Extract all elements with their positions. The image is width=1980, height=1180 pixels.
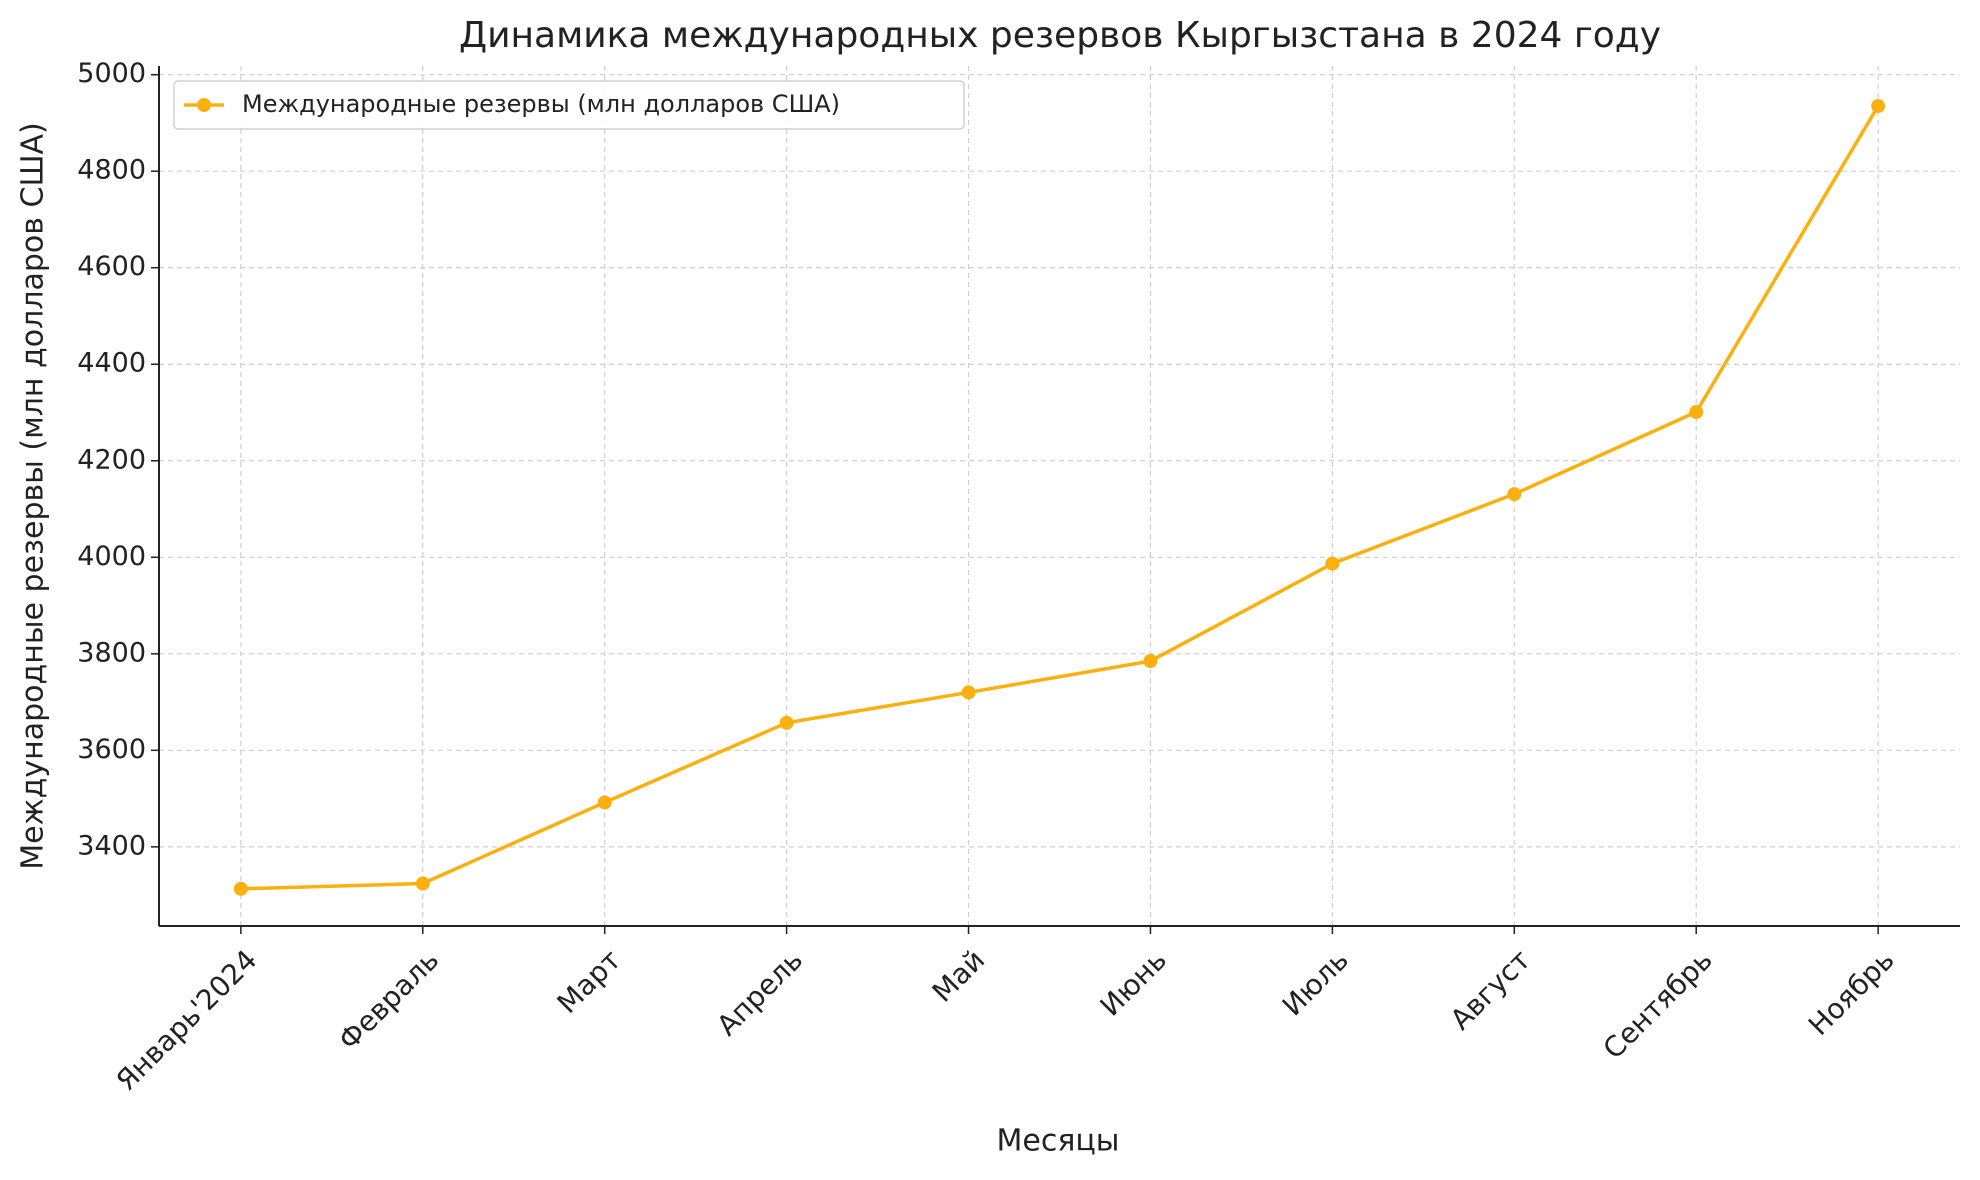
data-point (1507, 487, 1522, 502)
x-tick-label: Ноябрь (1802, 943, 1901, 1042)
x-tick-label: Август (1444, 943, 1537, 1036)
x-axis-label: Месяцы (997, 1124, 1120, 1159)
chart-title: Динамика международных резервов Кыргызст… (459, 15, 1661, 56)
y-axis-label: Международные резервы (млн долларов США) (16, 122, 51, 870)
x-tick-label: Апрель (710, 943, 809, 1042)
y-tick-label: 4000 (77, 541, 146, 572)
x-tick-label: Июнь (1094, 943, 1173, 1022)
y-tick-label: 5000 (77, 58, 146, 89)
x-tick-label: Май (926, 943, 991, 1008)
data-point (961, 685, 976, 700)
data-point (597, 795, 612, 810)
y-tick-label: 3800 (77, 637, 146, 668)
legend: Международные резервы (млн долларов США) (173, 80, 965, 130)
y-tick-label: 3400 (77, 830, 146, 861)
x-tick-label: Июль (1276, 943, 1355, 1022)
y-tick-label: 4600 (77, 251, 146, 282)
data-point (1689, 405, 1704, 420)
legend-box (173, 80, 965, 130)
x-tick-label: Март (551, 943, 628, 1020)
x-tick-label: Сентябрь (1597, 943, 1719, 1065)
data-point (415, 876, 430, 891)
y-tick-label: 3600 (77, 734, 146, 765)
legend-marker (197, 98, 211, 112)
y-tick-label: 4400 (77, 348, 146, 379)
y-tick-label: 4200 (77, 444, 146, 475)
data-point (1325, 556, 1340, 571)
data-point (1871, 99, 1886, 114)
legend-label: Международные резервы (млн долларов США) (242, 90, 840, 118)
x-tick-label: Февраль (332, 943, 445, 1056)
data-line (240, 105, 1880, 891)
data-point (233, 881, 248, 896)
data-point (1143, 654, 1158, 669)
y-tick-label: 4800 (77, 155, 146, 186)
x-tick-label: Январь'2024 (110, 943, 264, 1097)
data-point (779, 715, 794, 730)
